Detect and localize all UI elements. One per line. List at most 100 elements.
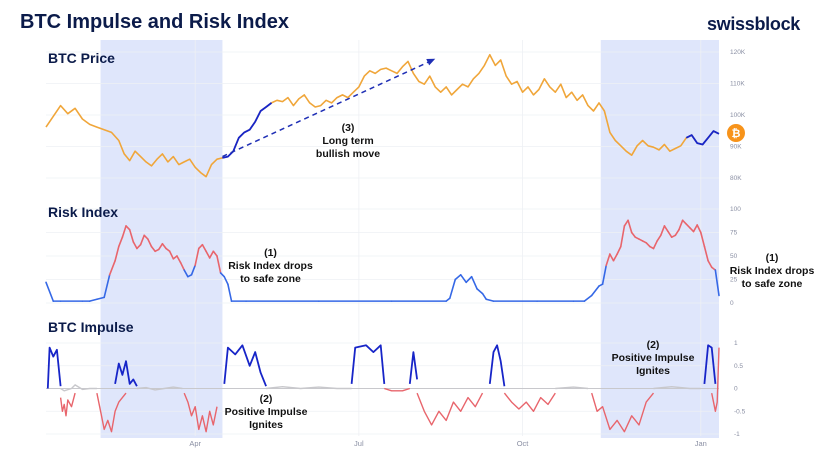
highlight-band-1 bbox=[100, 40, 223, 438]
panel-label-risk: Risk Index bbox=[48, 204, 119, 220]
annotation-impulse-right: (2) Positive Impulse Ignites bbox=[603, 339, 703, 378]
impulse-neutral-segment bbox=[136, 386, 183, 391]
annotation-line2: Ignites bbox=[249, 419, 283, 431]
impulse-positive-segment bbox=[488, 344, 506, 387]
y-tick-label: 90K bbox=[730, 144, 742, 151]
risk-segment bbox=[103, 273, 111, 299]
risk-segment bbox=[117, 236, 124, 248]
risk-segment bbox=[703, 245, 709, 262]
y-tick-label: 100K bbox=[730, 112, 746, 119]
price-line bbox=[45, 53, 720, 178]
risk-segment bbox=[448, 278, 457, 300]
y-tick-label: 0.5 bbox=[734, 363, 743, 370]
trend-arrow-line bbox=[222, 61, 430, 158]
risk-segment bbox=[601, 264, 608, 286]
annotation-line2: bullish move bbox=[315, 148, 381, 160]
annotation-num: (1) bbox=[264, 247, 277, 259]
impulse-negative-segment bbox=[416, 392, 484, 426]
risk-series bbox=[45, 219, 720, 302]
y-tick-label: 75 bbox=[730, 230, 738, 237]
y-tick-label: 120K bbox=[730, 49, 746, 56]
impulse-series bbox=[46, 344, 720, 433]
risk-segment bbox=[692, 224, 698, 233]
impulse-neutral-segment bbox=[266, 386, 352, 390]
risk-segment bbox=[219, 272, 226, 278]
impulse-negative-segment bbox=[59, 392, 76, 417]
annotation-impulse-left: (2) Positive Impulse Ignites bbox=[216, 393, 316, 432]
axis-labels: 120K 110K 100K 90K 80K 100 75 50 25 0 1 0.5 0 -0.5 -1 A… bbox=[189, 49, 746, 448]
x-tick-label: Jul bbox=[354, 439, 364, 448]
risk-segment bbox=[616, 245, 622, 255]
risk-segment bbox=[147, 238, 153, 248]
annotation-num: (1) bbox=[765, 252, 779, 264]
risk-segment bbox=[674, 228, 680, 237]
annotation-line2: Ignites bbox=[636, 365, 670, 377]
risk-segment bbox=[656, 234, 662, 242]
risk-segment bbox=[623, 219, 629, 227]
risk-segment bbox=[190, 264, 196, 276]
y-tick-label: -1 bbox=[734, 431, 740, 438]
risk-segment bbox=[194, 247, 200, 267]
risk-segment bbox=[645, 242, 651, 248]
risk-segment bbox=[208, 250, 215, 259]
trend-arrow-head bbox=[426, 58, 436, 66]
risk-segment bbox=[96, 296, 106, 301]
x-tick-label: Apr bbox=[189, 439, 201, 448]
impulse-positive-segment bbox=[114, 360, 138, 387]
risk-segment bbox=[121, 225, 127, 238]
risk-segment bbox=[659, 225, 666, 237]
annotation-risk-drop-left: (1) Risk Index drops to safe zone bbox=[218, 247, 323, 286]
risk-segment bbox=[481, 292, 487, 301]
annotation-num: (2) bbox=[259, 393, 273, 405]
risk-segment bbox=[583, 294, 593, 302]
risk-segment bbox=[132, 241, 138, 250]
risk-segment bbox=[139, 234, 146, 246]
risk-segment bbox=[714, 269, 720, 297]
risk-segment bbox=[619, 225, 626, 248]
svg-text:₿: ₿ bbox=[732, 128, 741, 140]
risk-segment bbox=[689, 227, 695, 233]
annotation-line2: to safe zone bbox=[741, 278, 803, 290]
risk-segment bbox=[157, 242, 164, 251]
y-tick-label: 80K bbox=[730, 175, 742, 182]
risk-segment bbox=[612, 253, 618, 262]
impulse-positive-segment bbox=[703, 344, 717, 384]
risk-segment bbox=[45, 281, 55, 302]
risk-segment bbox=[609, 253, 615, 262]
y-tick-label: 1 bbox=[734, 340, 738, 347]
annotation-line2: to safe zone bbox=[240, 273, 301, 285]
risk-segment bbox=[459, 273, 467, 284]
highlight-band-2 bbox=[600, 40, 719, 438]
risk-segment bbox=[88, 298, 98, 302]
annotation-num: (2) bbox=[646, 339, 660, 351]
risk-segment bbox=[663, 225, 669, 233]
risk-segment bbox=[678, 219, 684, 231]
risk-segment bbox=[465, 275, 473, 284]
risk-segment bbox=[114, 245, 120, 262]
risk-segment bbox=[201, 243, 207, 253]
risk-segment bbox=[605, 253, 611, 267]
annotation-risk-drop-right: (1) Risk Index drops to safe zone bbox=[722, 252, 822, 291]
risk-segment bbox=[212, 250, 218, 257]
risk-segment bbox=[630, 231, 637, 238]
risk-segment bbox=[227, 283, 233, 302]
impulse-negative-segment bbox=[503, 392, 556, 412]
y-tick-label: 25 bbox=[730, 277, 738, 284]
y-tick-label: -0.5 bbox=[734, 408, 746, 415]
impulse-positive-segment bbox=[350, 344, 386, 384]
risk-segment bbox=[161, 242, 167, 250]
risk-segment bbox=[216, 255, 222, 274]
x-tick-label: Jan bbox=[695, 439, 707, 448]
y-tick-label: 0 bbox=[730, 300, 734, 307]
risk-segment bbox=[128, 228, 135, 243]
risk-segment bbox=[168, 250, 175, 260]
impulse-positive-segment bbox=[46, 346, 62, 389]
annotation-num: (3) bbox=[341, 122, 355, 134]
impulse-negative-segment bbox=[711, 347, 720, 412]
risk-segment bbox=[176, 255, 182, 264]
impulse-neutral-segment bbox=[653, 386, 701, 390]
impulse-neutral-segment bbox=[555, 386, 589, 390]
brand-logo: swissblock bbox=[706, 14, 800, 34]
risk-segment bbox=[150, 245, 156, 253]
